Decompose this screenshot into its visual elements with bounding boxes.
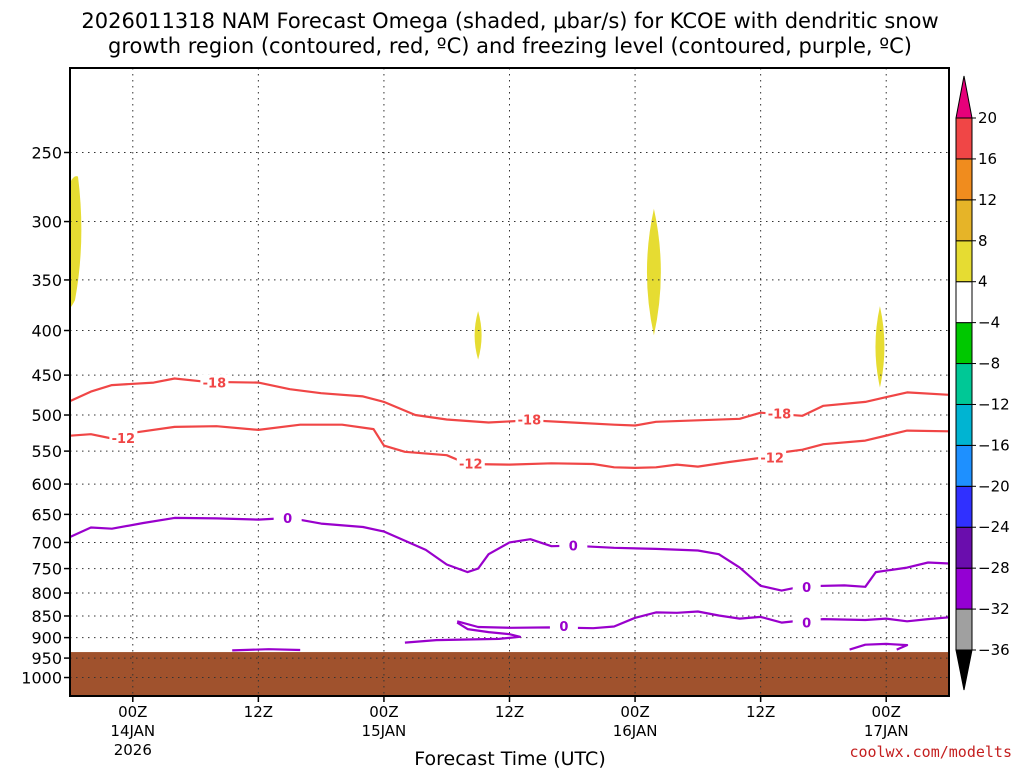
colorbar-label: −16 <box>978 436 1010 454</box>
colorbar-label: −28 <box>978 559 1010 577</box>
colorbar-segment <box>955 75 973 119</box>
credit-text: coolwx.com/modelts <box>849 743 1012 761</box>
colorbar-segment <box>955 322 973 365</box>
colorbar-label: −36 <box>978 641 1010 659</box>
x-tick-label: 12Z <box>495 703 524 721</box>
colorbar-segment <box>955 649 973 691</box>
x-tick-sublabel: 14JAN <box>110 722 155 740</box>
y-tick-label: 900 <box>31 629 62 648</box>
colorbar-segment <box>955 485 973 528</box>
colorbar-segment <box>955 117 973 160</box>
plot-area: -18 -18 -18 -12 -12 -12 0 0 0 0 0 <box>69 67 950 697</box>
y-tick-label: 450 <box>31 366 62 385</box>
x-tick-sublabel: 16JAN <box>613 722 658 740</box>
contour-label-background <box>792 578 821 595</box>
contour-label: -12 <box>760 451 784 466</box>
colorbar-label: −24 <box>978 518 1010 536</box>
x-tick-sublabel: 15JAN <box>362 722 407 740</box>
x-tick-label: 00Z <box>369 703 398 721</box>
contour-label-background <box>549 618 578 635</box>
chart-title-line2: growth region (contoured, red, ºC) and f… <box>108 34 912 58</box>
colorbar-segment <box>955 281 973 324</box>
contour-label-background <box>559 537 588 554</box>
colorbar-label: −4 <box>978 314 1000 332</box>
contour-label: -12 <box>459 457 483 472</box>
colorbar-segment <box>955 608 973 651</box>
colorbar-segment <box>955 240 973 283</box>
y-axis: 250 300 350 400 450 500 550 600 650 700 750 800 850 9… <box>21 144 70 688</box>
colorbar-label: −20 <box>978 477 1010 495</box>
contour-label: -18 <box>203 377 227 392</box>
contour-label-background <box>109 429 138 446</box>
colorbar-segment <box>955 363 973 405</box>
freezing-contour-line <box>404 621 522 644</box>
y-tick-label: 600 <box>31 475 62 494</box>
contour-label: -18 <box>768 407 792 422</box>
colorbar-label: 20 <box>978 109 997 127</box>
omega-shaded-region <box>474 311 482 360</box>
x-axis-label: Forecast Time (UTC) <box>414 748 605 768</box>
y-tick-label: 400 <box>31 322 62 341</box>
x-tick-sublabel: 17JAN <box>864 722 909 740</box>
colorbar-segment <box>955 403 973 446</box>
y-tick-label: 300 <box>31 213 62 232</box>
colorbar-label: −32 <box>978 600 1010 618</box>
colorbar-segment <box>955 158 973 201</box>
contour-label-background <box>515 411 544 428</box>
colorbar-segment <box>955 444 973 487</box>
colorbar-label: 16 <box>978 150 997 168</box>
y-tick-label: 850 <box>31 607 62 626</box>
y-tick-label: 250 <box>31 144 62 163</box>
contour-label-background <box>456 455 485 472</box>
x-tick-sublabel: 2026 <box>114 741 152 759</box>
y-tick-label: 350 <box>31 271 62 290</box>
colorbar-segment <box>955 567 973 610</box>
omega-shaded-region <box>646 208 661 336</box>
freezing-contour-line <box>849 642 909 651</box>
colorbar: −36 −32 −28 −24 −20 −16 −12 −8 −4 4 8 12 16 20 <box>955 75 1010 691</box>
colorbar-label: 12 <box>978 191 997 209</box>
omega-shaded-region <box>875 306 885 388</box>
y-tick-label: 1000 <box>21 669 62 688</box>
x-tick-label: 00Z <box>118 703 147 721</box>
contour-label: -18 <box>518 414 542 429</box>
omega-shaded-region <box>70 176 82 309</box>
contour-label-background <box>273 509 302 526</box>
y-tick-label: 700 <box>31 533 62 552</box>
contour-label-background <box>765 405 794 422</box>
contour-label-background <box>758 449 787 466</box>
x-tick-label: 00Z <box>872 703 901 721</box>
colorbar-segment <box>955 526 973 569</box>
contour-label: 0 <box>802 617 811 632</box>
colorbar-label: −12 <box>978 395 1010 413</box>
contour-label: 0 <box>802 581 811 596</box>
y-tick-label: 650 <box>31 505 62 524</box>
colorbar-label: 8 <box>978 232 988 250</box>
x-tick-label: 00Z <box>620 703 649 721</box>
contour-label-background <box>200 374 229 391</box>
y-tick-label: 800 <box>31 584 62 603</box>
colorbar-segment <box>955 199 973 242</box>
y-tick-label: 500 <box>31 406 62 425</box>
contour-label-background <box>792 614 821 631</box>
y-tick-label: 550 <box>31 442 62 461</box>
contour-label: -12 <box>112 432 136 447</box>
contour-label: 0 <box>559 620 568 635</box>
y-tick-label: 950 <box>31 649 62 668</box>
freezing-contour-line <box>232 648 301 652</box>
x-tick-label: 12Z <box>746 703 775 721</box>
y-tick-label: 750 <box>31 560 62 579</box>
colorbar-label: 4 <box>978 273 988 291</box>
freezing-contour-line <box>69 516 950 592</box>
x-tick-label: 12Z <box>244 703 273 721</box>
colorbar-label: −8 <box>978 355 1000 373</box>
contour-label: 0 <box>569 540 578 555</box>
chart-title-line1: 2026011318 NAM Forecast Omega (shaded, μ… <box>81 9 938 33</box>
contour-label: 0 <box>283 512 292 527</box>
